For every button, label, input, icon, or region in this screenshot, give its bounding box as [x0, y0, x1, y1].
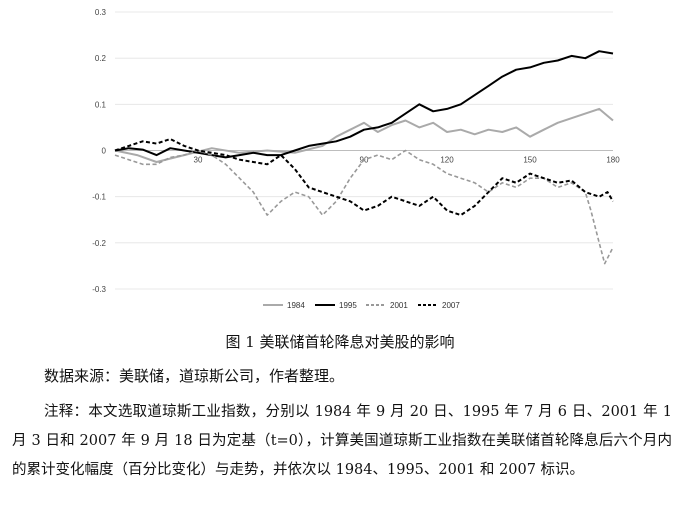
y-tick-label: -0.2 [92, 239, 106, 248]
series-line-2007 [114, 138, 614, 217]
legend-label-1995: 1995 [339, 301, 357, 310]
x-tick-label: 150 [523, 156, 537, 165]
y-tick-label: -0.3 [92, 285, 106, 294]
chart-legend: 1984 1995 2001 2007 [263, 301, 460, 310]
series-line-1995 [114, 50, 614, 159]
y-tick-label: -0.1 [92, 193, 106, 202]
series-line-2001 [114, 149, 614, 265]
data-source-note: 数据来源：美联储，道琼斯公司，作者整理。 [44, 367, 345, 385]
x-tick-label: 30 [194, 156, 203, 165]
legend-label-1984: 1984 [287, 301, 305, 310]
legend-label-2001: 2001 [390, 301, 408, 310]
x-tick-label: 120 [440, 156, 454, 165]
y-tick-label: 0.1 [95, 100, 107, 109]
y-tick-label: 0 [102, 147, 107, 156]
y-tick-label: 0.3 [95, 8, 107, 17]
series-line-1984 [114, 107, 614, 163]
figure-caption: 图 1 美联储首轮降息对美股的影响 [225, 333, 455, 351]
line-chart: 0.30.20.10-0.1-0.2-0.330 90 120 150 180 1984… [92, 8, 620, 310]
y-tick-label: 0.2 [95, 54, 107, 63]
chart-grid [115, 11, 613, 290]
x-tick-label: 180 [606, 156, 620, 165]
chart-axes: 0.30.20.10-0.1-0.2-0.330 90 120 150 180 [92, 8, 620, 294]
figure-explanation: 注释：本文选取道琼斯工业指数，分别以 1984 年 9 月 20 日、1995 … [12, 404, 672, 478]
legend-label-2007: 2007 [442, 301, 460, 310]
chart-series [114, 50, 614, 265]
